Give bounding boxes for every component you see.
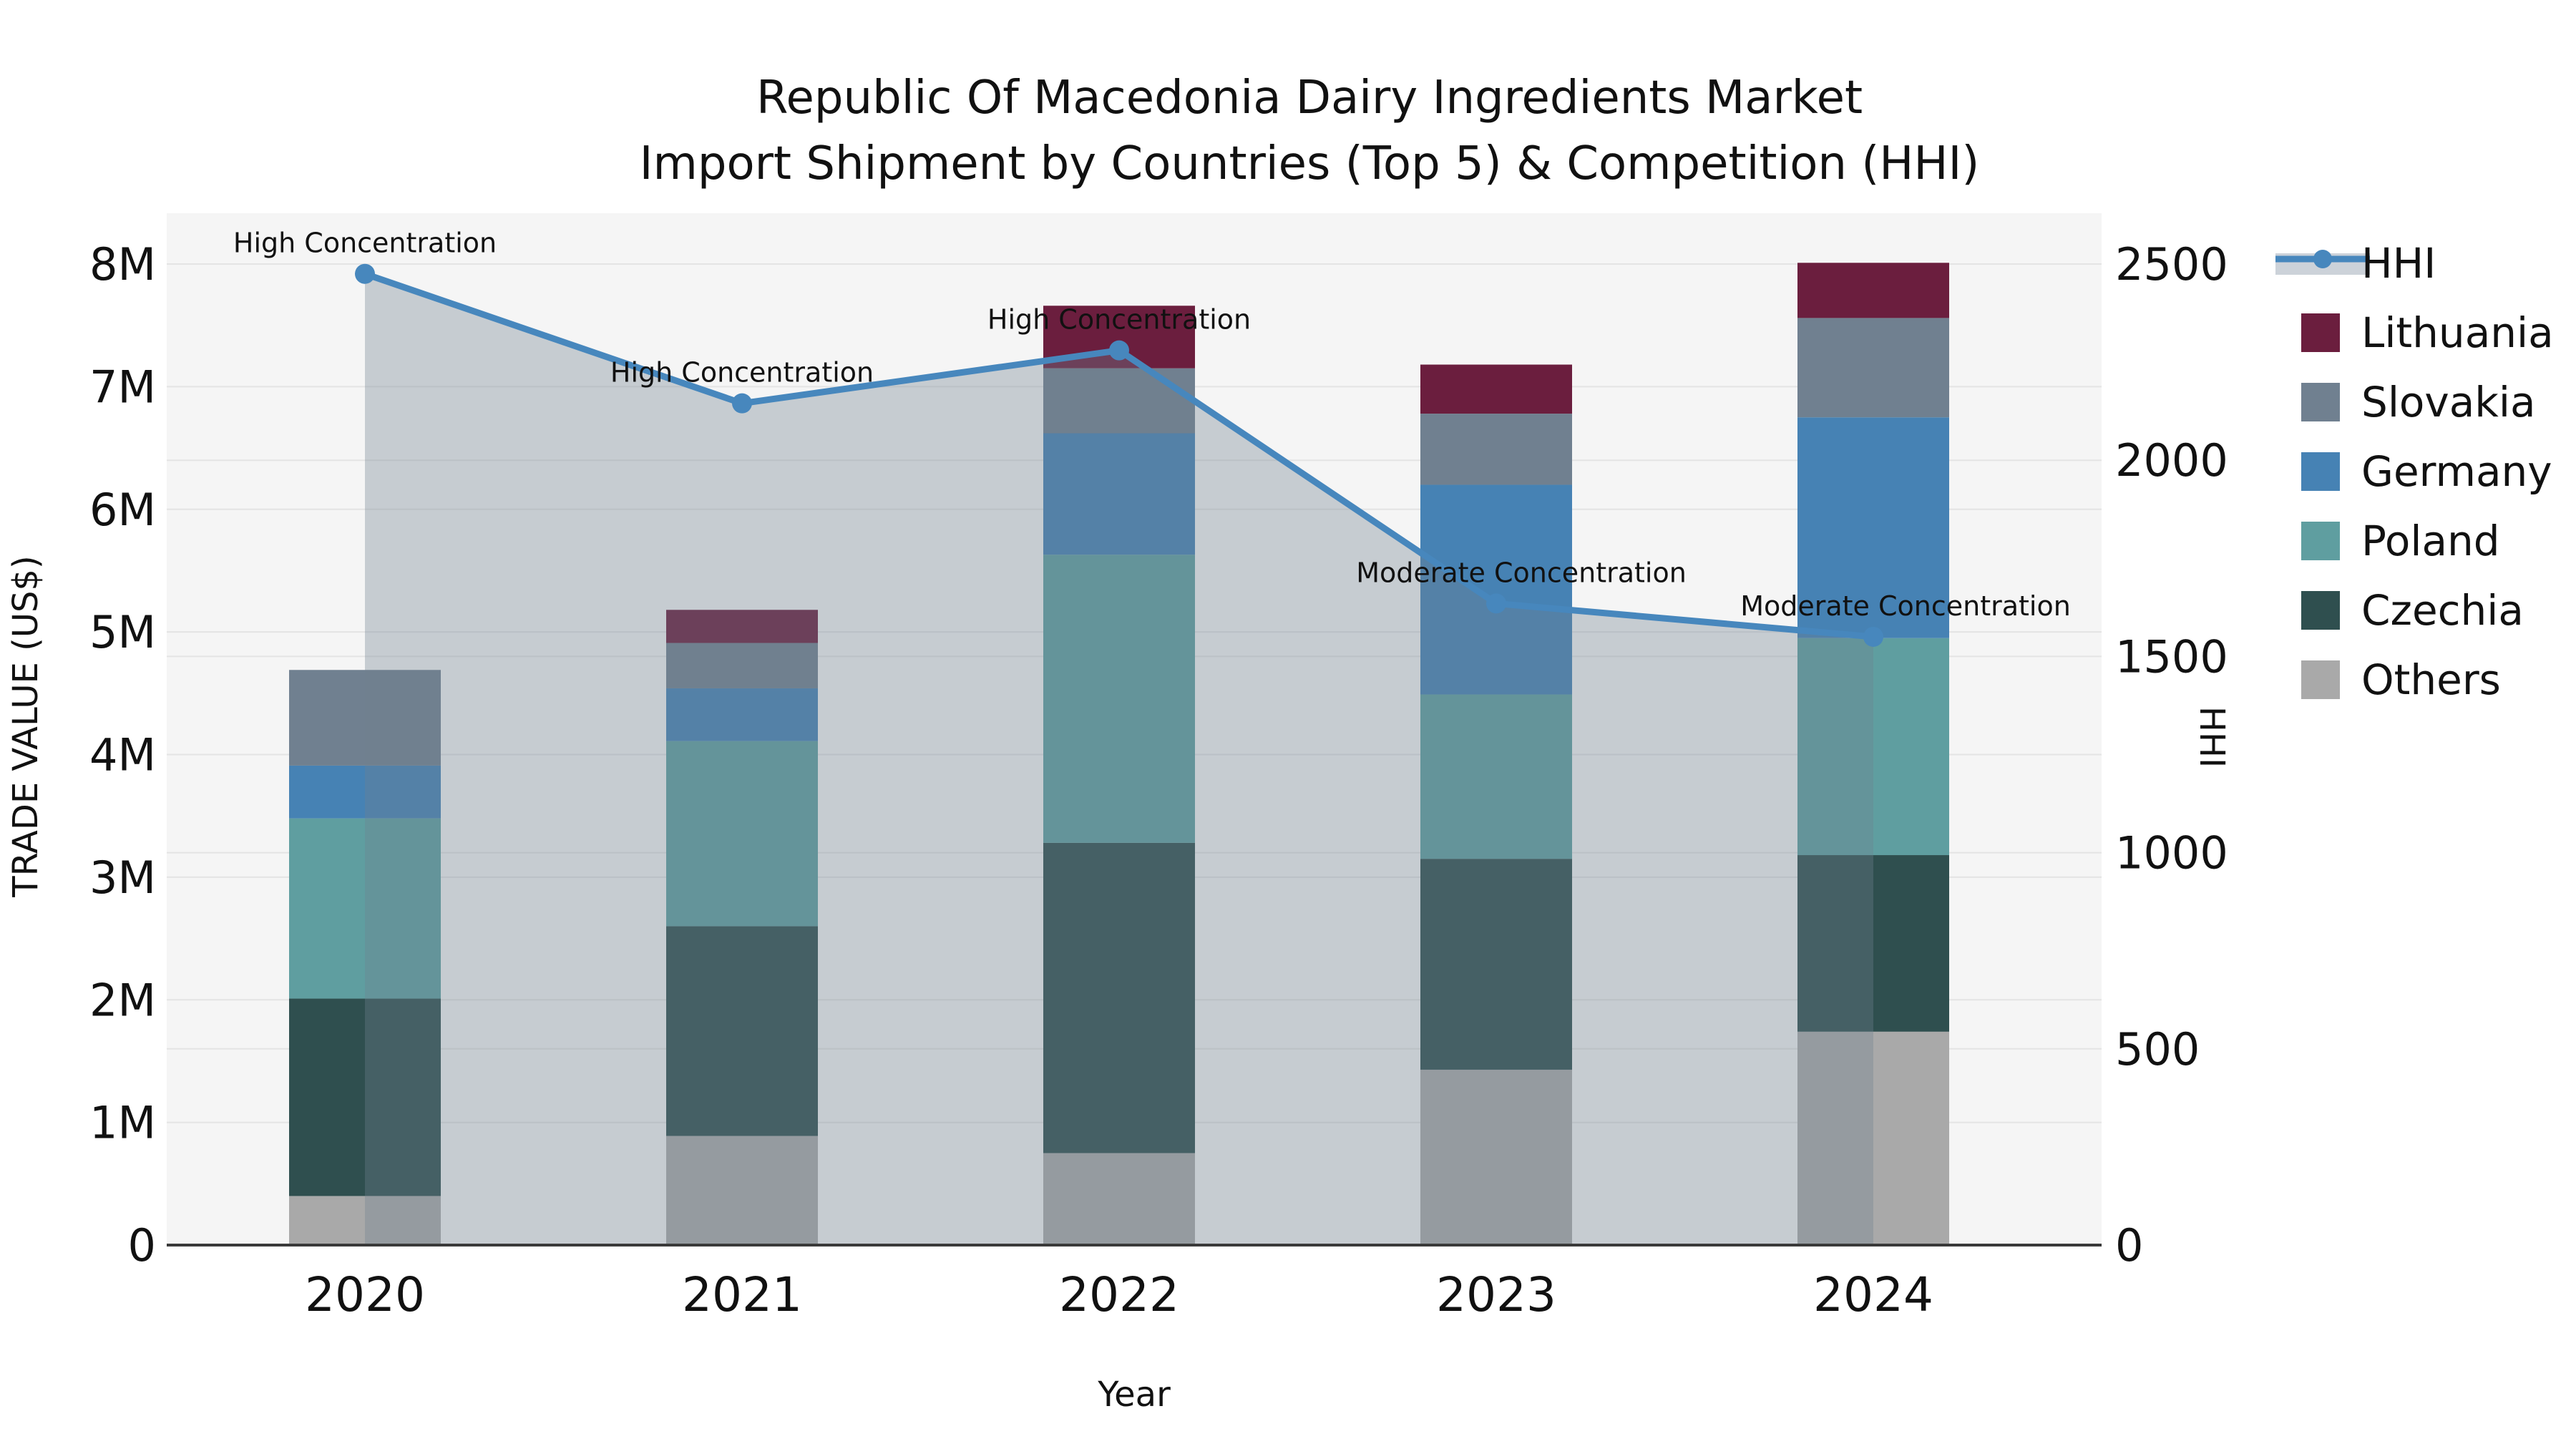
hhi-marker-2023 xyxy=(1486,593,1506,614)
stacked-bars xyxy=(289,263,1949,1245)
bar-segment-slovakia-2022 xyxy=(1043,368,1195,434)
bar-segment-slovakia-2024 xyxy=(1797,318,1949,418)
y-left-tick-6M: 6M xyxy=(89,484,156,536)
legend-swatch-hhi-marker xyxy=(2313,250,2332,268)
legend-swatch-slovakia xyxy=(2301,383,2340,421)
bar-segment-slovakia-2023 xyxy=(1420,414,1572,485)
legend-label-lithuania: Lithuania xyxy=(2361,308,2554,357)
axis-ticks: 0 1M 2M 3M 4M 5M 6M 7M 8M 0 500 1000 1500 2000 2500 202… xyxy=(89,238,2228,1322)
bar-segment-lithuania-2023 xyxy=(1420,364,1572,414)
y-left-tick-5M: 5M xyxy=(89,606,156,658)
y-left-tick-1M: 1M xyxy=(89,1097,156,1149)
y-right-tick-1000: 1000 xyxy=(2115,827,2228,879)
hhi-area xyxy=(365,273,1873,1246)
annotations: High Concentration High Concentration High… xyxy=(233,228,2071,622)
x-tick-2021: 2021 xyxy=(682,1267,802,1322)
legend-swatch-germany xyxy=(2301,452,2340,491)
legend-label-poland: Poland xyxy=(2361,517,2500,565)
y-left-tick-4M: 4M xyxy=(89,729,156,781)
hhi-marker-2021 xyxy=(732,393,752,414)
y-right-tick-1500: 1500 xyxy=(2115,630,2228,683)
legend-label-slovakia: Slovakia xyxy=(2361,378,2536,426)
bar-segment-others-2021 xyxy=(666,1136,818,1245)
legend-label-hhi: HHI xyxy=(2361,239,2436,288)
legend-swatch-poland xyxy=(2301,522,2340,560)
bar-segment-germany-2022 xyxy=(1043,433,1195,555)
bar-segment-others-2023 xyxy=(1420,1069,1572,1245)
legend-swatch-czechia xyxy=(2301,591,2340,630)
bar-segment-lithuania-2021 xyxy=(666,610,818,643)
y-right-tick-2000: 2000 xyxy=(2115,434,2228,487)
bar-segment-slovakia-2021 xyxy=(666,643,818,688)
y-right-tick-500: 500 xyxy=(2115,1023,2200,1075)
y-right-axis-title: HHI xyxy=(2192,706,2232,768)
y-left-tick-0: 0 xyxy=(128,1219,156,1272)
x-tick-2024: 2024 xyxy=(1813,1267,1933,1322)
bar-segment-lithuania-2024 xyxy=(1797,263,1949,318)
bar-segment-others-2024 xyxy=(1797,1031,1949,1245)
bar-segment-poland-2020 xyxy=(289,818,441,999)
hhi-marker-2024 xyxy=(1863,626,1883,647)
annotation-2022: High Concentration xyxy=(987,304,1251,336)
legend-label-others: Others xyxy=(2361,655,2501,704)
y-left-tick-2M: 2M xyxy=(89,974,156,1026)
annotation-2021: High Concentration xyxy=(610,357,874,389)
legend-label-germany: Germany xyxy=(2361,447,2552,496)
bar-segment-czechia-2022 xyxy=(1043,842,1195,1153)
annotation-2023: Moderate Concentration xyxy=(1356,557,1687,588)
bar-segment-poland-2023 xyxy=(1420,694,1572,859)
x-tick-2022: 2022 xyxy=(1059,1267,1179,1322)
bar-segment-germany-2021 xyxy=(666,688,818,741)
bar-segment-poland-2022 xyxy=(1043,555,1195,843)
legend-swatch-lithuania xyxy=(2301,313,2340,352)
bar-segment-germany-2024 xyxy=(1797,417,1949,638)
hhi-marker-2020 xyxy=(355,263,375,284)
y-left-tick-3M: 3M xyxy=(89,852,156,904)
hhi-area-fill xyxy=(365,273,1873,1246)
bar-segment-czechia-2020 xyxy=(289,998,441,1196)
hhi-marker-2022 xyxy=(1109,340,1129,361)
bar-segment-others-2020 xyxy=(289,1196,441,1245)
annotation-2024: Moderate Concentration xyxy=(1740,590,2071,622)
bar-segment-czechia-2023 xyxy=(1420,859,1572,1070)
annotation-2020: High Concentration xyxy=(233,228,497,259)
chart-title-line2: Import Shipment by Countries (Top 5) & C… xyxy=(640,137,1980,190)
bar-segment-germany-2020 xyxy=(289,765,441,819)
y-left-tick-8M: 8M xyxy=(89,238,156,291)
legend: HHI Lithuania Slovakia Germany Poland Czechia… xyxy=(2275,239,2554,704)
x-tick-2020: 2020 xyxy=(305,1267,425,1322)
y-right-tick-2500: 2500 xyxy=(2115,238,2228,291)
legend-label-czechia: Czechia xyxy=(2361,586,2524,635)
legend-swatch-others xyxy=(2301,660,2340,699)
x-tick-2023: 2023 xyxy=(1436,1267,1556,1322)
bar-segment-czechia-2024 xyxy=(1797,855,1949,1032)
y-left-tick-7M: 7M xyxy=(89,361,156,413)
bar-segment-slovakia-2020 xyxy=(289,670,441,766)
bar-segment-czechia-2021 xyxy=(666,926,818,1136)
y-left-axis-title: TRADE VALUE (US$) xyxy=(6,555,46,897)
bar-segment-poland-2024 xyxy=(1797,638,1949,856)
bar-segment-poland-2021 xyxy=(666,741,818,927)
bar-segment-others-2022 xyxy=(1043,1153,1195,1245)
hhi-line xyxy=(355,263,1883,647)
chart-title-line1: Republic Of Macedonia Dairy Ingredients … xyxy=(756,72,1863,125)
x-axis-title: Year xyxy=(1097,1375,1171,1415)
y-right-tick-0: 0 xyxy=(2115,1219,2143,1272)
bar-segment-germany-2023 xyxy=(1420,484,1572,695)
